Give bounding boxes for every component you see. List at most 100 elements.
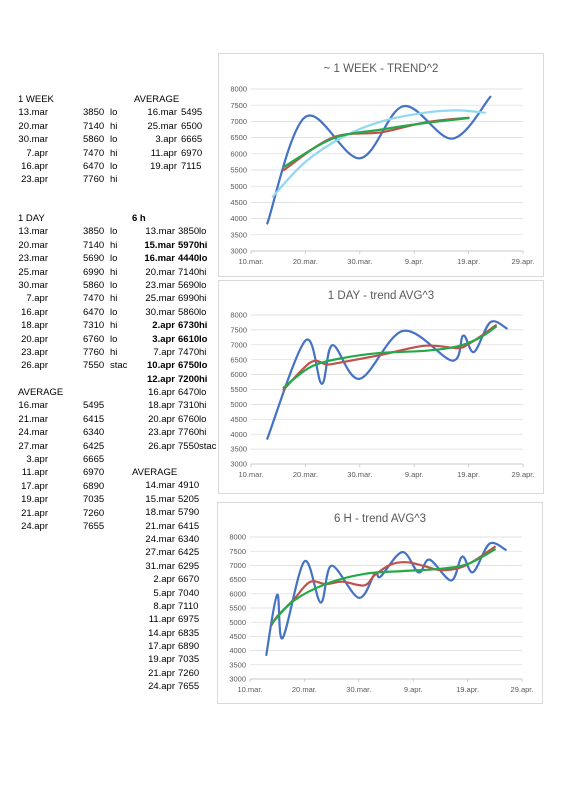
row-value: 7140 — [178, 266, 200, 278]
row-value: 5495 — [181, 107, 203, 119]
row-date: 11.apr — [21, 467, 48, 479]
table-row: 3.apr 6665 — [134, 133, 224, 146]
table-row: 20.apr 6760 lo — [132, 413, 222, 426]
row-tag: hi — [199, 320, 208, 332]
x-tick-label: 29.apr. — [512, 470, 535, 479]
row-value: 5860 — [83, 279, 105, 291]
table-row: 23.mar 5690 lo — [132, 279, 222, 292]
row-value: 6295 — [178, 560, 200, 572]
row-value: 6665 — [181, 134, 203, 146]
row-value: 3850 — [178, 226, 200, 238]
row-tag: hi — [199, 266, 207, 278]
row-value: 6835 — [178, 627, 200, 639]
x-tick-label: 19.apr. — [457, 470, 480, 479]
table-row: 17.apr 6890 — [132, 640, 222, 653]
chart-title: ~ 1 WEEK - TREND^2 — [324, 63, 439, 75]
row-tag: lo — [110, 279, 118, 291]
row-date: 20.mar — [18, 120, 48, 132]
row-value: 5690 — [83, 253, 105, 265]
y-tick-label: 6000 — [230, 149, 247, 158]
y-tick-label: 5000 — [230, 182, 247, 191]
x-tick-label: 10.mar. — [238, 470, 263, 479]
row-date: 16.apr — [148, 387, 175, 399]
x-tick-label: 30.mar. — [347, 470, 372, 479]
table-row: 16.apr 6470 lo — [132, 386, 222, 399]
series-line — [270, 548, 496, 625]
h6-table: 6 h 13.mar 3850 lo 15.mar 5970 hi 16.mar 4440 lo 2… — [132, 212, 222, 453]
y-tick-label: 8000 — [230, 311, 247, 320]
table-row: 16.apr 6470 lo — [18, 306, 128, 319]
h6-average-table: AVERAGE 14.mar 4910 15.mar 5205 18.mar 5790 21.… — [132, 466, 222, 694]
table-row: 11.apr 6970 — [18, 466, 128, 479]
row-date: 3.apr — [152, 333, 175, 345]
table-row: 21.apr 7260 — [132, 667, 222, 680]
row-value: 5970 — [178, 239, 200, 251]
chart-6-h-svg: 6 H - trend AVG^3 3000 3500 4000 4500 5000 550… — [229, 513, 533, 694]
row-date: 23.apr — [148, 427, 175, 439]
row-date: 11.apr — [148, 614, 175, 626]
table-row: 27.mar 6425 — [132, 546, 222, 559]
table-row: 26.apr 7550 stac — [18, 359, 128, 372]
table-row: 18.apr 7310 hi — [132, 399, 222, 412]
row-date: 16.mar — [147, 107, 177, 119]
y-tick-label: 6000 — [230, 370, 247, 379]
row-date: 8.apr — [153, 600, 175, 612]
y-tick-label: 4500 — [229, 632, 246, 641]
row-date: 19.apr — [21, 494, 48, 506]
row-date: 30.mar — [18, 134, 48, 146]
row-date: 17.apr — [148, 641, 175, 653]
table-row: 24.apr 7655 — [18, 520, 128, 533]
y-tick-label: 5000 — [230, 400, 247, 409]
row-value: 7260 — [83, 507, 105, 519]
row-value: 7655 — [178, 681, 200, 693]
row-tag: lo — [110, 134, 118, 146]
row-date: 20.apr — [21, 333, 48, 345]
row-value: 6760 — [83, 333, 105, 345]
row-value: 6415 — [178, 520, 200, 532]
table-title: 1 DAY — [18, 213, 45, 224]
y-tick-label: 4000 — [229, 646, 246, 655]
row-value: 7260 — [178, 667, 200, 679]
row-date: 21.mar — [18, 413, 48, 425]
x-tick-label: 10.mar. — [238, 257, 263, 266]
chart-title: 1 DAY - trend AVG^3 — [328, 290, 434, 302]
table-row: 23.mar 5690 lo — [18, 252, 128, 265]
table-row: 21.mar 6415 — [18, 413, 128, 426]
row-value: 7760 — [178, 427, 200, 439]
y-tick-label: 7500 — [229, 547, 246, 556]
row-date: 7.apr — [26, 293, 48, 305]
row-date: 10.apr — [147, 360, 175, 372]
row-date: 19.apr — [150, 160, 177, 172]
y-tick-label: 4500 — [230, 415, 247, 424]
row-tag: stac — [199, 440, 217, 452]
table-row: 30.mar 5860 lo — [132, 306, 222, 319]
row-value: 7470 — [83, 293, 105, 305]
row-value: 4910 — [178, 480, 200, 492]
row-tag: hi — [110, 266, 118, 278]
row-date: 21.apr — [148, 667, 175, 679]
row-date: 16.apr — [21, 306, 48, 318]
y-tick-label: 3500 — [229, 660, 246, 669]
row-value: 6670 — [178, 574, 200, 586]
row-date: 2.apr — [152, 320, 175, 332]
x-tick-label: 20.mar. — [293, 257, 318, 266]
row-tag: hi — [110, 174, 118, 186]
row-tag: lo — [199, 333, 208, 345]
row-tag: lo — [110, 253, 118, 265]
row-date: 15.mar — [144, 239, 175, 251]
row-date: 16.mar — [18, 400, 48, 412]
row-tag: lo — [110, 333, 118, 345]
row-value: 6415 — [83, 413, 105, 425]
table-row: 16.mar 5495 — [134, 106, 224, 119]
row-date: 25.mar — [18, 266, 48, 278]
row-date: 27.mar — [18, 440, 48, 452]
row-value: 7760 — [83, 174, 105, 186]
table-row: 19.apr 7035 — [18, 493, 128, 506]
row-value: 4440 — [178, 253, 200, 265]
table-row: 7.apr 7470 hi — [18, 147, 117, 160]
row-value: 7550 — [83, 360, 105, 372]
y-tick-label: 7500 — [230, 326, 247, 335]
row-date: 26.apr — [148, 440, 175, 452]
row-tag: lo — [110, 306, 118, 318]
table-row: 13.mar 3850 lo — [18, 225, 128, 238]
